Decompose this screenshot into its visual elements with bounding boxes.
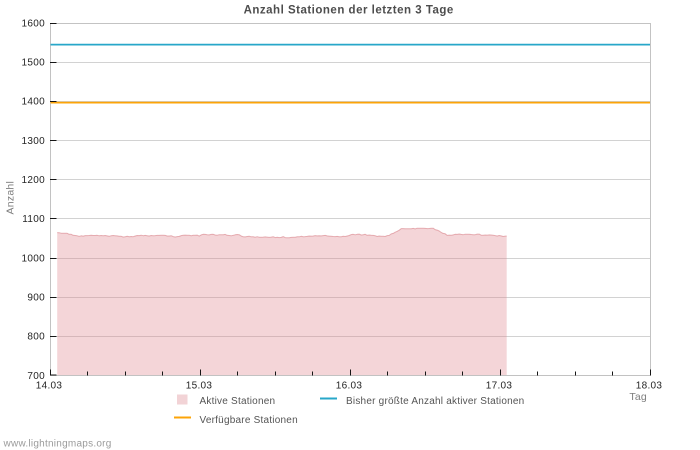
svg-text:14.03: 14.03 [36,381,63,392]
svg-text:18.03: 18.03 [636,381,663,392]
svg-text:www.lightningmaps.org: www.lightningmaps.org [3,439,112,450]
svg-text:1600: 1600 [22,18,46,29]
svg-text:15.03: 15.03 [186,381,213,392]
svg-text:800: 800 [27,332,45,343]
svg-text:16.03: 16.03 [336,381,363,392]
svg-text:Anzahl Stationen der letzten 3: Anzahl Stationen der letzten 3 Tage [244,5,454,17]
svg-text:1500: 1500 [22,58,46,69]
svg-text:Tag: Tag [629,391,647,403]
svg-text:Bisher größte Anzahl aktiver S: Bisher größte Anzahl aktiver Stationen [346,396,524,407]
svg-text:700: 700 [27,371,45,382]
svg-text:1200: 1200 [22,175,46,186]
svg-text:17.03: 17.03 [486,381,513,392]
svg-text:1400: 1400 [22,97,46,108]
svg-text:1300: 1300 [22,136,46,147]
svg-text:Aktive Stationen: Aktive Stationen [200,396,276,407]
svg-text:1100: 1100 [22,214,45,225]
svg-text:1000: 1000 [22,253,46,264]
svg-text:Anzahl: Anzahl [5,181,17,215]
svg-text:Verfügbare Stationen: Verfügbare Stationen [200,415,298,426]
svg-text:900: 900 [27,293,45,304]
